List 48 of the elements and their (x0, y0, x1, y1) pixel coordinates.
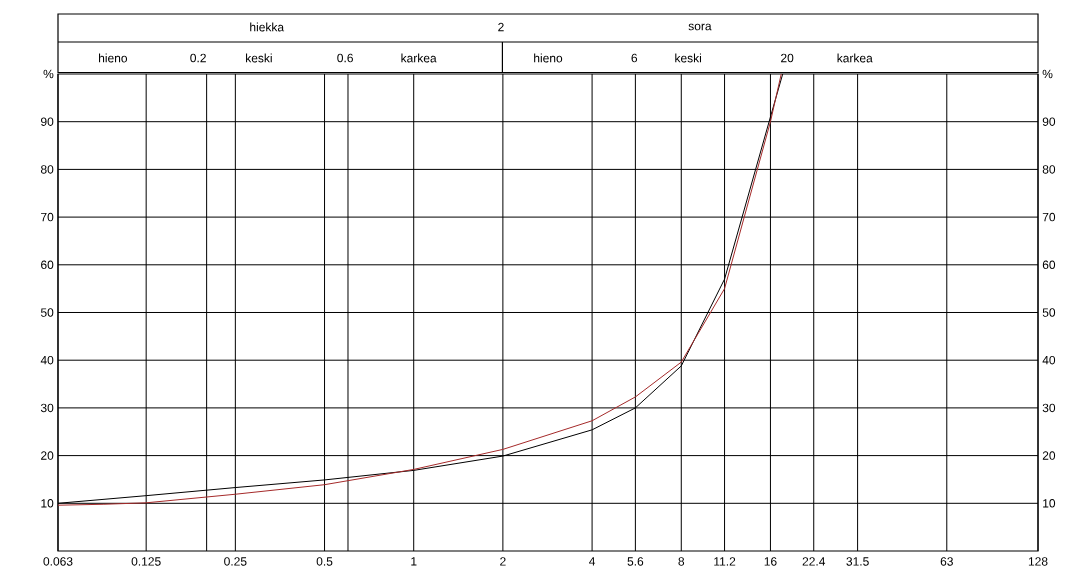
x-tick-label: 4 (589, 557, 596, 566)
y2-tick-label: 80 (1042, 165, 1056, 174)
y-axis-title: % (43, 69, 54, 79)
y2-tick-label: 70 (1042, 212, 1056, 222)
text: 20 (781, 53, 794, 63)
text: hieno (99, 53, 128, 63)
y-tick-label: 10 (41, 499, 54, 508)
text: keski (246, 53, 272, 63)
text: karkea (401, 53, 437, 63)
x-tick-label: 16 (764, 557, 777, 566)
y-tick-label: 30 (40, 403, 54, 413)
y2-tick-label: 50 (1042, 308, 1056, 317)
text: hieno (534, 53, 563, 63)
x-tick-label: 22.4 (802, 557, 826, 566)
x-tick-label: 0.25 (224, 557, 247, 566)
x-tick-label: 1 (411, 557, 417, 566)
y2-tick-label: 90 (1042, 117, 1056, 126)
y-tick-label: 50 (40, 308, 54, 317)
y2-axis-title: % (1042, 69, 1053, 79)
text: 0.2 (190, 53, 206, 63)
text: hiekka (250, 22, 285, 32)
text: 0.6 (337, 53, 353, 63)
x-tick-label: 11.2 (714, 557, 736, 566)
text: 6 (631, 53, 638, 63)
x-tick-label: 128 (1028, 557, 1048, 566)
y-tick-label: 20 (41, 451, 54, 460)
y2-tick-label: 40 (1042, 355, 1056, 365)
y-tick-label: 40 (40, 355, 54, 365)
x-tick-label: 2 (500, 557, 506, 566)
x-tick-label: 0.063 (43, 557, 73, 566)
x-tick-label: 0.5 (316, 557, 333, 566)
y2-tick-label: 30 (1042, 403, 1056, 413)
x-tick-label: 8 (678, 557, 685, 566)
x-tick-label: 63 (940, 557, 953, 566)
y2-tick-label: 60 (1042, 260, 1056, 270)
x-tick-label: 31.5 (846, 557, 869, 566)
y-tick-label: 80 (40, 165, 54, 174)
text: 2 (498, 22, 504, 32)
y2-tick-label: 10 (1043, 499, 1056, 508)
y-tick-label: 60 (41, 260, 54, 270)
x-tick-label: 0.125 (131, 557, 161, 566)
y-tick-label: 70 (41, 212, 54, 222)
y-tick-label: 90 (41, 117, 54, 126)
text: keski (675, 53, 702, 63)
text: sora (688, 23, 712, 31)
x-tick-label: 5.6 (627, 557, 644, 566)
text: karkea (837, 53, 873, 63)
y2-tick-label: 20 (1042, 451, 1056, 460)
